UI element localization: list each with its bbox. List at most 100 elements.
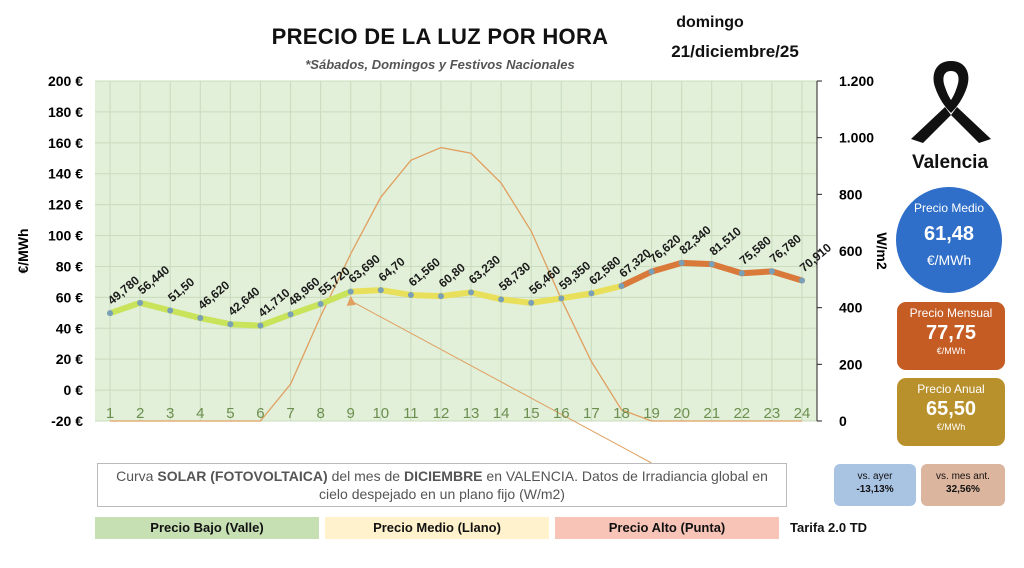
y-tick-label: 180 € xyxy=(48,104,83,120)
vs-ayer-label: vs. ayer xyxy=(857,471,893,482)
price-point xyxy=(407,291,414,298)
price-point xyxy=(618,283,625,290)
precio-medio-label: Precio Medio xyxy=(913,201,985,215)
y-axis-right: 0 200 400 600 800 1.000 1.200 xyxy=(816,73,874,429)
price-segment xyxy=(107,299,144,317)
note-bold: DICIEMBRE xyxy=(403,468,483,484)
x-tick-label: 10 xyxy=(372,405,389,422)
precio-mensual-label: Precio Mensual xyxy=(909,306,993,320)
y-tick-label: 40 € xyxy=(56,320,83,336)
price-point xyxy=(558,295,565,302)
price-point xyxy=(498,296,505,303)
legend-bajo: Precio Bajo (Valle) xyxy=(95,517,319,539)
y2-tick-label: 200 xyxy=(839,356,863,372)
price-point xyxy=(678,259,685,266)
solar-series xyxy=(110,146,802,464)
price-point xyxy=(708,261,715,268)
x-tick-label: 7 xyxy=(286,405,294,422)
price-point xyxy=(167,307,174,314)
precio-anual-unit: €/MWh xyxy=(936,422,966,432)
price-segment xyxy=(317,288,354,307)
price-segment xyxy=(528,295,565,306)
x-tick-label: 16 xyxy=(553,405,570,422)
price-segment xyxy=(768,268,805,284)
price-point xyxy=(107,310,114,317)
x-tick-label: 23 xyxy=(764,405,781,422)
x-tick-label: 3 xyxy=(166,405,174,422)
vs-mes-value: 32,56% xyxy=(946,484,980,495)
y2-tick-label: 1.200 xyxy=(839,73,874,89)
price-segment xyxy=(498,296,535,306)
x-tick-label: 9 xyxy=(347,405,355,422)
price-segment xyxy=(287,300,324,318)
x-tick-label: 2 xyxy=(136,405,144,422)
precio-mensual-unit: €/MWh xyxy=(936,346,966,356)
page-title: PRECIO DE LA LUZ POR HORA xyxy=(271,24,609,49)
y-axis-left: -20 € 0 € 20 € 40 € 60 € 80 € 100 € 120 € 140 € 1… xyxy=(48,73,83,429)
precio-anual-box: Precio Anual 65,50 €/MWh xyxy=(897,378,1005,446)
day-of-week: domingo xyxy=(676,14,744,31)
price-segment xyxy=(588,283,625,297)
price-point xyxy=(137,299,144,306)
price-segment xyxy=(137,299,174,314)
y-tick-label: 120 € xyxy=(48,197,83,213)
y-tick-label: 0 € xyxy=(64,382,84,398)
solar-curve-note: Curva SOLAR (FOTOVOLTAICA) del mes de DI… xyxy=(97,463,787,507)
price-segment xyxy=(708,261,745,277)
x-tick-label: 12 xyxy=(433,405,450,422)
price-segment xyxy=(257,311,294,329)
legend-alto: Precio Alto (Punta) xyxy=(555,517,779,539)
y-tick-label: 140 € xyxy=(48,166,83,182)
x-tick-label: 11 xyxy=(403,405,419,422)
x-axis: 1 2 3 4 5 6 7 8 9 10 11 12 13 14 15 16 17 18 19 20 21 22 23 24 xyxy=(106,405,810,422)
price-segment xyxy=(407,291,444,300)
x-tick-label: 1 xyxy=(106,405,114,422)
price-point xyxy=(287,311,294,318)
price-segment xyxy=(197,315,234,328)
price-point xyxy=(437,293,444,300)
vs-ayer-value: -13,13% xyxy=(856,484,894,495)
price-point xyxy=(528,299,535,306)
price-point xyxy=(468,289,475,296)
price-point xyxy=(227,321,234,328)
x-tick-label: 6 xyxy=(256,405,264,422)
x-tick-label: 24 xyxy=(794,405,811,422)
price-point xyxy=(738,270,745,277)
price-segment xyxy=(347,287,384,295)
price-segment xyxy=(558,290,595,302)
price-point xyxy=(377,287,384,294)
x-tick-label: 22 xyxy=(733,405,750,422)
precio-medio-unit: €/MWh xyxy=(926,252,972,268)
precio-anual-value: 65,50 xyxy=(925,398,977,420)
x-tick-label: 17 xyxy=(583,405,600,422)
page-subtitle: *Sábados, Domingos y Festivos Nacionales xyxy=(305,57,575,72)
x-tick-label: 19 xyxy=(643,405,660,422)
price-segment xyxy=(167,307,204,322)
price-segment xyxy=(227,321,264,329)
precio-anual-label: Precio Anual xyxy=(917,382,985,396)
vs-mes-badge: vs. mes ant. 32,56% xyxy=(921,464,1005,506)
y-axis-label: €/MWh xyxy=(15,228,31,273)
x-tick-label: 13 xyxy=(463,405,480,422)
x-tick-label: 8 xyxy=(316,405,324,422)
y2-tick-label: 800 xyxy=(839,186,863,202)
price-point xyxy=(347,288,354,295)
price-point xyxy=(197,315,204,322)
price-point xyxy=(768,268,775,275)
y2-tick-label: 600 xyxy=(839,243,863,259)
note-text: en VALENCIA. Datos de Irradiancia global… xyxy=(482,468,768,484)
x-tick-label: 4 xyxy=(196,405,204,422)
x-tick-label: 15 xyxy=(523,405,540,422)
y-tick-label: 160 € xyxy=(48,135,83,151)
price-point xyxy=(588,290,595,297)
price-segment xyxy=(468,289,505,303)
y-tick-label: 20 € xyxy=(56,351,83,367)
y2-tick-label: 1.000 xyxy=(839,130,874,146)
price-segment xyxy=(437,289,475,300)
mourning-ribbon-icon xyxy=(911,61,991,143)
precio-medio-value: 61,48 xyxy=(923,223,975,245)
city-label: Valencia xyxy=(911,152,989,173)
y-tick-label: 80 € xyxy=(56,258,83,274)
note-pointer-line xyxy=(352,301,652,464)
